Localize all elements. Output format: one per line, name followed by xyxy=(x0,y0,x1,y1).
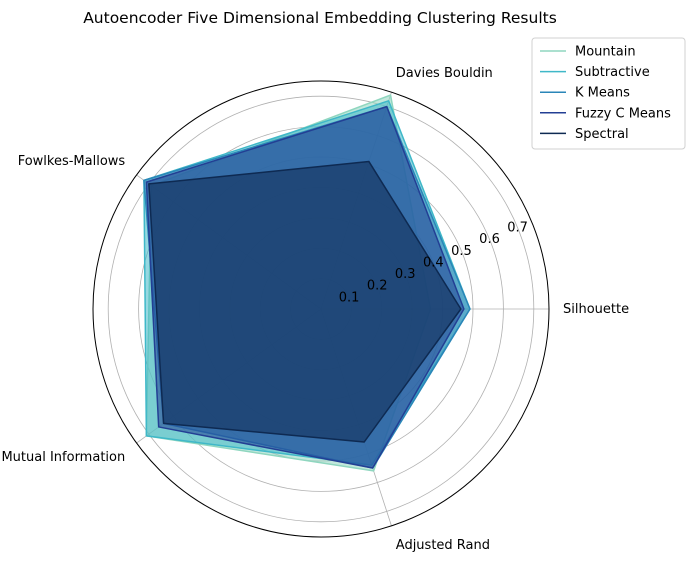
axis-labels: Silhouette Davies Bouldin Fowlkes-Mallows N… xyxy=(0,66,629,553)
legend-entry: Fuzzy C Means xyxy=(575,106,671,121)
axis-label-fowlkes-mallows: Fowlkes-Mallows xyxy=(18,154,126,169)
axis-label-davies-bouldin: Davies Bouldin xyxy=(396,66,493,81)
radial-tick-label: 0.2 xyxy=(367,279,388,294)
radar-series xyxy=(143,94,471,472)
radial-tick-labels: 0.1 0.2 0.3 0.4 0.5 0.6 0.7 xyxy=(339,221,528,306)
series-spectral xyxy=(148,160,462,443)
radial-tick-label: 0.4 xyxy=(423,255,444,270)
axis-label-normalized-mutual-information: Normalized Mutual Information xyxy=(0,450,125,465)
axis-label-silhouette: Silhouette xyxy=(563,302,629,317)
legend: Mountain Subtractive K Means Fuzzy C Means S… xyxy=(531,37,686,150)
legend-entry: K Means xyxy=(575,86,630,101)
axis-label-adjusted-rand: Adjusted Rand xyxy=(396,538,490,553)
radial-tick-label: 0.3 xyxy=(395,267,416,282)
outer-frame xyxy=(92,80,550,538)
chart-title: Autoencoder Five Dimensional Embedding C… xyxy=(83,9,557,27)
radial-tick-label: 0.5 xyxy=(451,244,472,259)
radial-tick-label: 0.6 xyxy=(479,232,500,247)
legend-entry: Mountain xyxy=(575,45,636,60)
radial-tick-label: 0.7 xyxy=(507,221,528,236)
legend-entry: Subtractive xyxy=(575,65,650,80)
legend-box xyxy=(531,37,686,150)
radial-tick-label: 0.1 xyxy=(339,290,360,305)
legend-entry: Spectral xyxy=(575,127,629,142)
